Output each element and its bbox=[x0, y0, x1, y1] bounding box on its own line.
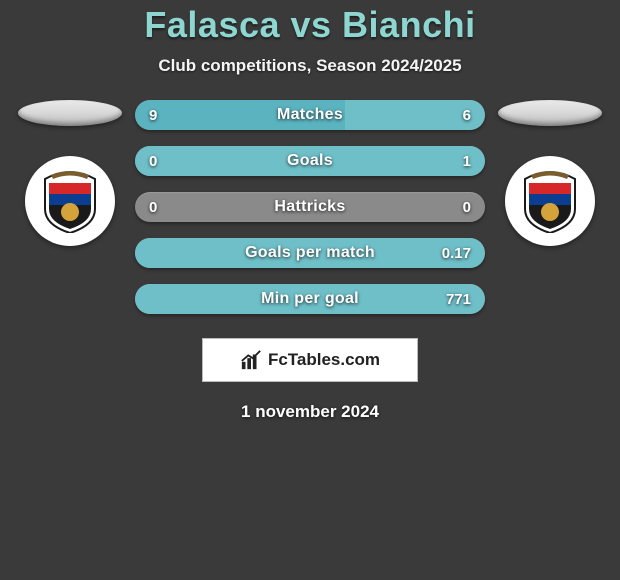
comparison-title: Falasca vs Bianchi bbox=[0, 4, 620, 46]
stat-label: Hattricks bbox=[135, 192, 485, 222]
comparison-subtitle: Club competitions, Season 2024/2025 bbox=[0, 56, 620, 76]
stat-label: Matches bbox=[135, 100, 485, 130]
stat-bar: 96Matches bbox=[135, 100, 485, 130]
right-player-col bbox=[495, 100, 605, 246]
stat-bars: 96Matches 01Goals 00Hattricks 0.17Goals per… bbox=[135, 100, 485, 330]
left-player-col bbox=[15, 100, 125, 246]
left-club-crest bbox=[25, 156, 115, 246]
player-silhouette-disc bbox=[498, 100, 602, 126]
stat-bar: 01Goals bbox=[135, 146, 485, 176]
bar-chart-icon bbox=[240, 349, 262, 371]
footer-date: 1 november 2024 bbox=[0, 402, 620, 422]
stat-bar: 771Min per goal bbox=[135, 284, 485, 314]
source-badge-label: FcTables.com bbox=[268, 350, 380, 370]
club-crest-icon bbox=[521, 169, 579, 233]
club-crest-icon bbox=[41, 169, 99, 233]
source-badge[interactable]: FcTables.com bbox=[202, 338, 418, 382]
stat-bar: 0.17Goals per match bbox=[135, 238, 485, 268]
stat-label: Goals per match bbox=[135, 238, 485, 268]
stat-label: Goals bbox=[135, 146, 485, 176]
right-club-crest bbox=[505, 156, 595, 246]
stat-label: Min per goal bbox=[135, 284, 485, 314]
stat-bar: 00Hattricks bbox=[135, 192, 485, 222]
player-silhouette-disc bbox=[18, 100, 122, 126]
